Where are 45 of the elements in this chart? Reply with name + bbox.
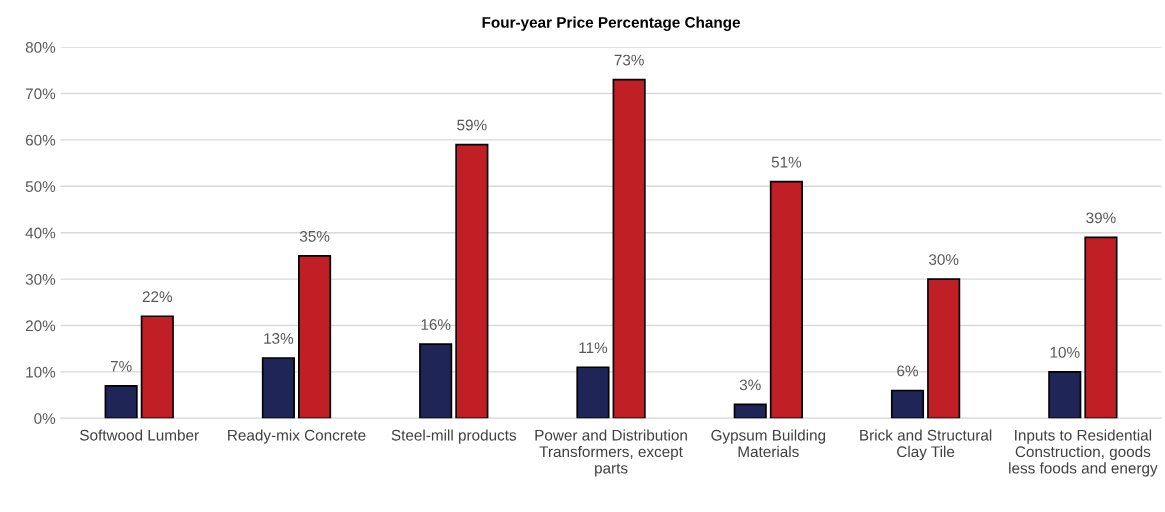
x-tick-label: Gypsum Building Materials — [711, 429, 826, 458]
x-tick-label: Inputs to Residential Construction, goods less foods and energy — [1009, 429, 1158, 477]
data-label: 11% — [579, 342, 608, 354]
bar — [419, 343, 453, 419]
y-tick-label: 60% — [25, 134, 56, 146]
bar — [769, 180, 803, 419]
x-tick-label: Steel-mill products — [391, 429, 517, 444]
y-tick-label: 30% — [25, 273, 56, 285]
data-label: 59% — [457, 119, 487, 131]
bar — [104, 384, 138, 419]
data-label: 22% — [142, 291, 173, 303]
bar — [927, 278, 961, 419]
y-tick-label: 50% — [25, 181, 56, 192]
data-label: 10% — [1050, 346, 1080, 358]
y-tick-label: 40% — [25, 227, 56, 239]
bar — [576, 366, 610, 419]
y-tick-label: 10% — [26, 366, 56, 378]
data-label: 3% — [739, 379, 761, 391]
x-tick-label: Power and Distribution Transformers, except parts — [535, 429, 687, 477]
data-label: 39% — [1086, 212, 1116, 224]
x-tick-label: Softwood Lumber — [80, 429, 199, 441]
data-label: 51% — [771, 156, 802, 168]
bar — [890, 389, 925, 419]
data-label: 30% — [928, 254, 959, 265]
bar — [1048, 371, 1082, 419]
bar — [733, 403, 767, 419]
bar — [140, 315, 174, 419]
bar — [612, 78, 646, 419]
y-tick-label: 70% — [25, 88, 56, 100]
chart-title: Four-year Price Percentage Change — [482, 16, 741, 31]
bar — [261, 357, 295, 419]
x-tick-label: Brick and Structural Clay Tile — [860, 429, 992, 461]
data-label: 13% — [264, 333, 294, 344]
y-tick-label: 80% — [25, 41, 56, 53]
data-label: 73% — [614, 54, 644, 66]
y-tick-label: 0% — [34, 413, 56, 424]
bar — [298, 255, 332, 419]
bar — [1084, 236, 1118, 419]
y-tick-label: 20% — [25, 320, 56, 332]
bar — [455, 143, 489, 419]
data-label: 7% — [110, 360, 132, 372]
x-tick-label: Ready-mix Concrete — [228, 429, 366, 444]
data-label: 16% — [421, 319, 451, 330]
data-label: 35% — [299, 230, 330, 242]
data-label: 6% — [897, 365, 918, 377]
